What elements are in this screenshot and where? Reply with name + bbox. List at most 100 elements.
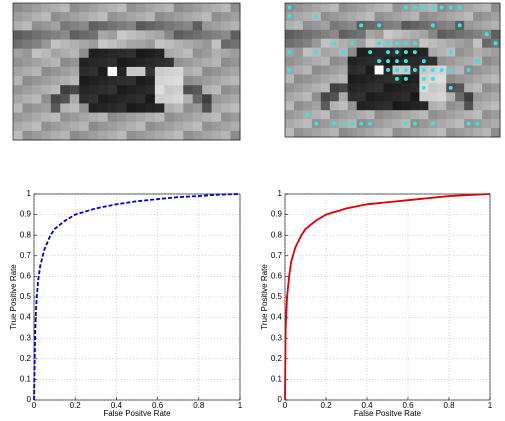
pixel <box>192 57 203 68</box>
pixel <box>482 11 492 22</box>
keypoint <box>466 68 471 72</box>
pixel <box>221 12 232 22</box>
pixel <box>31 66 42 77</box>
pixel <box>126 30 137 41</box>
pixel <box>302 11 313 22</box>
pixel <box>98 103 109 114</box>
pixel <box>464 29 474 40</box>
pixel <box>302 38 313 49</box>
pixel <box>202 112 213 123</box>
pixel <box>320 128 331 138</box>
pixel <box>107 76 118 86</box>
pixel <box>419 47 429 58</box>
x-tick-label: 0.6 <box>152 401 164 410</box>
keypoint <box>421 59 426 64</box>
pixel <box>320 38 331 49</box>
pixel <box>383 83 393 93</box>
pixel <box>117 103 127 114</box>
pixel <box>374 128 385 138</box>
pixel <box>482 47 492 58</box>
pixel <box>221 30 232 41</box>
pixel <box>491 83 501 93</box>
pixel <box>428 11 438 22</box>
pixel <box>183 121 194 132</box>
pixel <box>22 94 33 104</box>
pixel <box>455 101 465 111</box>
pixel <box>428 101 438 111</box>
pixel <box>230 112 241 123</box>
pixel <box>69 76 80 86</box>
pixel <box>79 94 90 104</box>
pixel <box>491 56 501 67</box>
pixel <box>31 103 42 114</box>
keypoint <box>394 68 399 72</box>
keypoint <box>403 41 408 46</box>
pixel <box>164 48 175 59</box>
pixel <box>202 12 213 22</box>
pixel <box>192 30 203 41</box>
pixel <box>117 76 127 86</box>
y-tick-label: 1 <box>27 189 32 198</box>
pixel <box>428 110 438 120</box>
pixel <box>211 85 222 95</box>
keypoint <box>359 121 364 126</box>
pixel <box>173 21 184 31</box>
pixel <box>164 94 175 104</box>
pixel <box>22 85 33 95</box>
pixel <box>356 92 367 102</box>
keypoint <box>287 50 292 55</box>
pixel <box>401 11 411 22</box>
pixel <box>145 130 156 141</box>
pixel <box>365 92 376 102</box>
pixel <box>392 101 402 111</box>
y-tick-label: 0 <box>27 395 32 404</box>
keypoint <box>368 121 373 126</box>
pixel <box>135 76 146 86</box>
pixel <box>491 29 501 40</box>
pixel <box>302 101 313 111</box>
pixel <box>347 3 358 13</box>
pixel <box>392 119 402 129</box>
pixel <box>419 92 429 102</box>
pixel <box>50 39 61 50</box>
pixel <box>22 3 33 13</box>
pixel <box>173 112 184 123</box>
pixel <box>107 103 118 114</box>
pixel <box>69 12 80 22</box>
pixel <box>60 94 71 104</box>
pixel <box>410 83 420 93</box>
x-tick-label: 0.2 <box>320 401 332 410</box>
pixel <box>311 3 322 13</box>
y-axis-label: True Positive Rate <box>9 264 18 330</box>
pixel <box>230 94 241 104</box>
pixel <box>473 110 483 120</box>
keypoint <box>412 50 417 55</box>
pixel <box>13 3 23 13</box>
pixel <box>428 29 438 40</box>
pixel <box>88 21 99 31</box>
pixel <box>173 85 184 95</box>
pixel <box>202 85 213 95</box>
pixel <box>356 74 367 84</box>
x-axis-label: False Positve Rate <box>354 409 422 418</box>
pixel <box>383 11 393 22</box>
y-tick-label: 0.5 <box>20 292 32 301</box>
pixel <box>374 110 385 120</box>
pixel <box>98 30 109 41</box>
pixel <box>126 112 137 123</box>
pixel <box>135 57 146 68</box>
pixel <box>329 11 340 22</box>
pixel <box>145 103 156 114</box>
keypoint <box>368 50 373 55</box>
pixel <box>79 76 90 86</box>
pixel <box>88 57 99 68</box>
pixel <box>60 121 71 132</box>
pixel <box>455 29 465 40</box>
pixel <box>107 48 118 59</box>
pixel <box>31 21 42 31</box>
pixel <box>79 103 90 114</box>
pixel <box>302 83 313 93</box>
pixel <box>230 57 241 68</box>
pixel <box>320 20 331 31</box>
pixel <box>41 66 52 77</box>
